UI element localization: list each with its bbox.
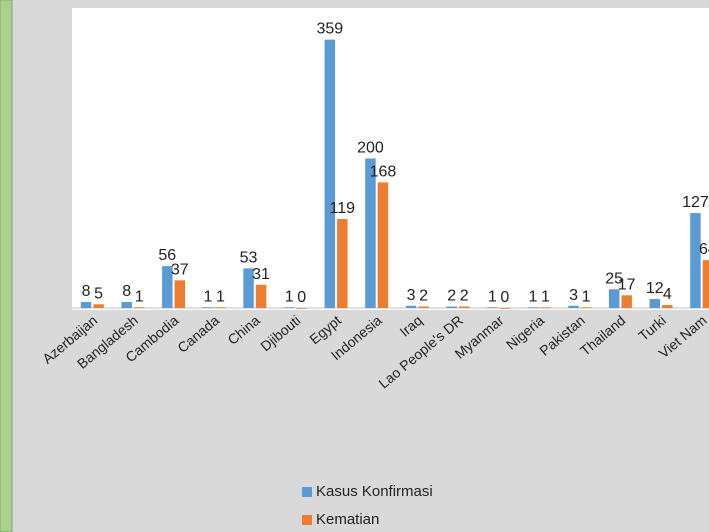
bar [93,304,104,308]
data-label: 5 [94,285,103,302]
data-label: 1 [203,288,212,305]
bar [80,302,92,308]
legend-swatch [302,487,312,497]
bar [487,307,498,309]
data-label: 56 [158,247,176,264]
data-label: 31 [252,266,270,283]
data-label: 1 [285,288,294,305]
bar [690,213,701,308]
bar [580,307,592,309]
bar [499,308,511,309]
data-label: 3 [569,287,578,304]
bar [202,307,214,309]
data-label: 25 [605,270,623,287]
data-label: 0 [500,289,509,306]
data-label: 1 [541,288,550,305]
bar [243,268,254,308]
bar [458,306,470,308]
legend-label: Kematian [316,511,379,528]
data-label: 8 [82,283,91,300]
bar [377,182,389,308]
bar [446,306,457,308]
bar [405,305,417,308]
legend-label: Kasus Konfirmasi [316,483,433,500]
data-label: 168 [370,163,397,180]
bar [174,280,186,308]
bar [702,260,709,308]
bar [540,307,551,309]
data-label: 12 [646,280,664,297]
bar [418,306,429,308]
bar [337,219,348,308]
data-label: 2 [447,288,456,305]
bar [621,295,632,308]
data-label: 119 [330,200,356,217]
data-label: 1 [528,288,537,305]
data-label: 0 [297,289,306,306]
data-label: 1 [135,288,144,305]
legend-swatch [302,515,312,525]
side-strip [0,0,13,532]
bar [662,305,673,308]
bar [324,39,336,309]
data-label: 53 [240,249,258,266]
bar [121,302,132,308]
data-label: 127 [682,194,709,211]
bar [649,299,661,308]
bar [215,307,226,309]
data-label: 200 [357,140,384,157]
data-label: 1 [216,288,225,305]
data-label: 8 [122,283,131,300]
plot-area [72,8,709,310]
bar [283,307,295,309]
data-label: 17 [618,276,636,293]
bar [162,266,173,308]
data-label: 359 [316,21,343,38]
data-label: 3 [407,287,416,304]
data-label: 4 [663,286,672,303]
bar [608,289,620,308]
data-label: 64 [699,241,709,258]
data-label: 1 [488,288,497,305]
bar [255,284,267,308]
data-label: 1 [582,288,591,305]
bar [296,308,307,309]
data-label: 2 [460,288,469,305]
data-label: 2 [419,288,428,305]
data-label: 37 [171,261,189,278]
bar [568,305,579,308]
bar [133,307,145,309]
bar [365,158,376,308]
bar [527,307,539,309]
